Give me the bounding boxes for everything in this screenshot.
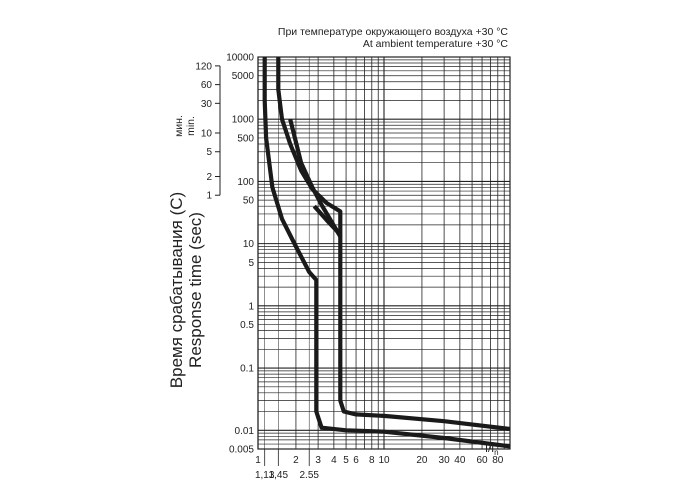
y-axis-label-ru: Время срабатывания (С): [167, 191, 186, 389]
y-tick-label-minutes: 1: [206, 191, 212, 202]
trip-curves: [262, 57, 511, 449]
x-tick-label: 5: [343, 455, 349, 466]
y-tick-label-minutes: 2: [206, 172, 212, 183]
x-tick-label-lower: 1,45: [269, 470, 289, 481]
x-axis-label-main: I/I: [485, 443, 495, 455]
x-tick-label: 60: [476, 455, 488, 466]
y-axis-label: Время срабатывания (С) Response time (se…: [167, 192, 205, 388]
y-tick-label-seconds: 10000: [226, 53, 254, 64]
x-tick-label: 6: [353, 455, 359, 466]
y-tick-label-minutes: 5: [206, 147, 212, 158]
y-tick-label-minutes: 60: [201, 80, 213, 91]
y-tick-label-seconds: 0.1: [240, 364, 254, 375]
chart-grid: [257, 56, 511, 450]
trip-curve-3: [288, 118, 343, 238]
minutes-axis-label: мин. min.: [173, 115, 197, 137]
x-tick-label: 4: [331, 455, 337, 466]
axis-ticks: 1 2 3 4 5 6 8 10 20 30 40 60 801,131,45 2.55100005000…: [195, 53, 503, 482]
x-tick-label: 3: [315, 455, 321, 466]
x-tick-label: 10: [378, 455, 390, 466]
y-tick-label-minutes: 120: [195, 61, 212, 72]
y-tick-label-minutes: 10: [201, 129, 213, 140]
trip-curve-4: [312, 204, 342, 236]
y-tick-label-seconds: 100: [237, 177, 254, 188]
y-tick-label-seconds: 1000: [232, 115, 255, 126]
y-tick-label-seconds: 50: [243, 196, 255, 207]
x-tick-label: 20: [416, 455, 428, 466]
y-tick-label-seconds: 0.01: [235, 426, 255, 437]
y-tick-label-seconds: 0.005: [229, 445, 254, 456]
x-tick-label-lower: 1,13: [255, 470, 275, 481]
y-axis-label-en: Response time (sec): [186, 212, 205, 368]
y-tick-label-minutes: 30: [201, 99, 213, 110]
x-tick-label-lower: 2.55: [299, 470, 319, 481]
minutes-label-ru: мин.: [173, 115, 185, 137]
x-axis-label: I/In: [485, 443, 499, 457]
minutes-label-en: min.: [185, 116, 197, 136]
trip-curve-2: [276, 57, 511, 432]
y-tick-label-seconds: 0.5: [240, 320, 254, 331]
y-tick-label-seconds: 5: [248, 258, 254, 269]
y-tick-label-seconds: 5000: [232, 71, 255, 82]
x-tick-label: 40: [454, 455, 466, 466]
x-tick-label: 8: [369, 455, 375, 466]
y-tick-label-seconds: 500: [237, 133, 254, 144]
x-axis-label-sub: n: [494, 448, 499, 458]
x-tick-label: 2: [293, 455, 299, 466]
x-tick-label: 30: [439, 455, 451, 466]
y-tick-label-seconds: 10: [243, 239, 255, 250]
plot-frame: [257, 56, 511, 450]
trip-curve-1: [262, 57, 511, 449]
x-tick-label: 80: [492, 455, 504, 466]
ambient-note-ru: При температуре окружающего воздуха +30 …: [277, 26, 508, 38]
y-tick-label-seconds: 1: [248, 301, 254, 312]
x-tick-label: 1: [255, 455, 261, 466]
ambient-note-en: At ambient temperature +30 °С: [362, 38, 508, 50]
